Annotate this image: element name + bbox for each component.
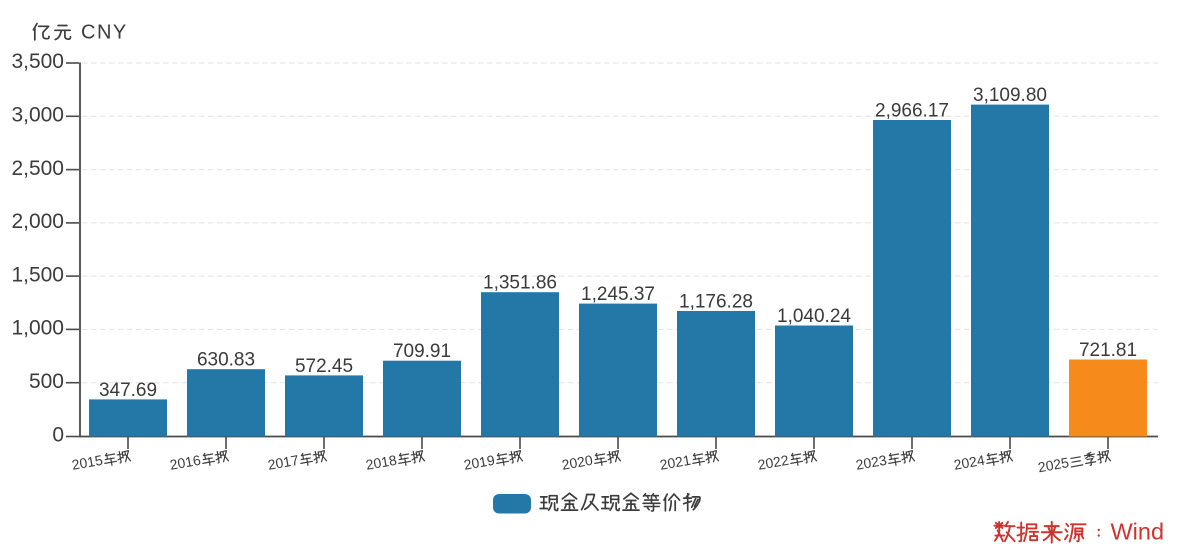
svg-text:2023: 2023 bbox=[854, 452, 888, 473]
svg-text:2025: 2025 bbox=[1037, 454, 1071, 475]
svg-text:3,109.80: 3,109.80 bbox=[973, 85, 1047, 106]
svg-text:3,000: 3,000 bbox=[11, 104, 64, 127]
svg-text:2018: 2018 bbox=[364, 452, 398, 473]
svg-text:CNY: CNY bbox=[81, 22, 128, 44]
svg-text:347.69: 347.69 bbox=[99, 380, 157, 401]
svg-text:1,176.28: 1,176.28 bbox=[679, 292, 753, 313]
svg-text:1,040.24: 1,040.24 bbox=[777, 306, 851, 327]
svg-text:2,000: 2,000 bbox=[11, 210, 64, 233]
svg-text:2017: 2017 bbox=[266, 452, 300, 473]
svg-text:2016: 2016 bbox=[168, 452, 202, 473]
svg-text:2022: 2022 bbox=[756, 452, 790, 473]
svg-text:1,500: 1,500 bbox=[11, 263, 64, 286]
svg-text:500: 500 bbox=[29, 370, 64, 393]
svg-text:2021: 2021 bbox=[658, 452, 692, 473]
svg-text:2024: 2024 bbox=[952, 452, 986, 473]
svg-text:2,500: 2,500 bbox=[11, 157, 64, 180]
svg-text:709.91: 709.91 bbox=[393, 341, 451, 362]
svg-text:2,966.17: 2,966.17 bbox=[875, 101, 949, 122]
svg-text:0: 0 bbox=[52, 423, 64, 446]
svg-text:721.81: 721.81 bbox=[1079, 340, 1137, 361]
svg-text:1,351.86: 1,351.86 bbox=[483, 273, 557, 294]
svg-text:630.83: 630.83 bbox=[197, 350, 255, 371]
svg-text:572.45: 572.45 bbox=[295, 356, 353, 377]
svg-text:2019: 2019 bbox=[462, 452, 496, 473]
svg-text:1,000: 1,000 bbox=[11, 317, 64, 340]
svg-text:2015: 2015 bbox=[70, 452, 104, 473]
svg-text:3,500: 3,500 bbox=[11, 50, 64, 73]
svg-text:2020: 2020 bbox=[560, 452, 594, 473]
svg-text:1,245.37: 1,245.37 bbox=[581, 284, 655, 305]
svg-text:Wind: Wind bbox=[1111, 519, 1165, 545]
